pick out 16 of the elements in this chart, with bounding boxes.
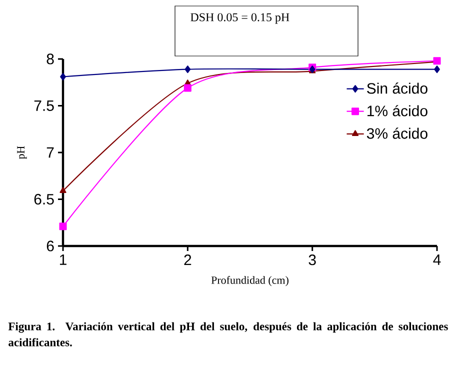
legend-label: 3% ácido xyxy=(366,128,428,139)
legend-label: 1% ácido xyxy=(368,105,428,116)
y-tick-label: 6 xyxy=(46,240,54,252)
x-tick-label: 2 xyxy=(184,254,192,266)
x-tick-label: 1 xyxy=(60,254,66,265)
y-tick-label: 6.5 xyxy=(34,194,54,205)
text: Figura 1. Variación vertical del pH del suelo, después de la aplicación de soluciones acidificantes. xyxy=(8,322,448,346)
legend-label: Sin ácido xyxy=(367,82,428,94)
x-axis-title: Profundidad (cm) xyxy=(211,276,288,286)
text: DSH 0.05 = 0.15 pH xyxy=(190,13,290,24)
y-axis-title: pH xyxy=(17,146,27,160)
y-tick-label: 7 xyxy=(46,147,54,158)
y-tick-label: 8 xyxy=(46,54,54,64)
x-tick-label: 3 xyxy=(308,254,316,266)
y-tick-label: 7.5 xyxy=(34,100,54,111)
x-tick-label: 4 xyxy=(433,254,441,265)
